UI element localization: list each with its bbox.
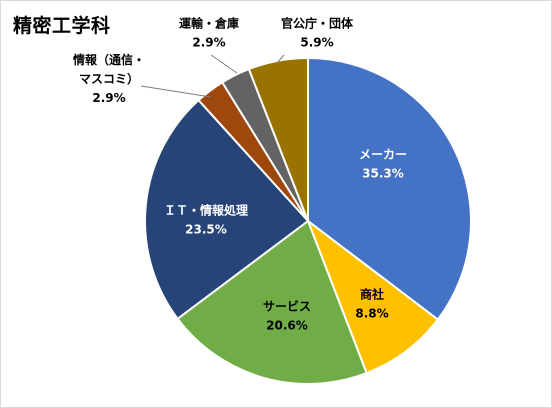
slice-value-label-2: 20.6% (266, 319, 308, 333)
leader-line-6 (276, 54, 285, 64)
leader-line-4 (140, 85, 212, 98)
pie-slice-6 (247, 56, 309, 222)
pie-slices (144, 56, 472, 385)
slice-name-label-4: 情報（通信・ (73, 52, 145, 67)
pie-slice-2 (176, 219, 368, 385)
slice-name-label-3: ＩＴ・情報処理 (164, 203, 248, 218)
slice-name-label-6: 官公庁・団体 (281, 16, 354, 31)
slice-value-label-4: 2.9% (92, 91, 125, 105)
slice-value-label-6: 5.9% (300, 36, 333, 50)
slice-value-label-5: 2.9% (192, 36, 225, 50)
pie-slice-1 (305, 218, 440, 375)
slice-name-label-0: メーカー (359, 148, 407, 162)
pie-slice-0 (307, 56, 472, 321)
slice-name-label-4: マスコミ） (79, 71, 139, 86)
chart-title: 精密工学科 (13, 15, 111, 37)
slice-name-label-5: 運輸・倉庫 (179, 16, 239, 31)
pie-slice-3 (144, 98, 310, 321)
slice-name-label-2: サービス (263, 299, 311, 314)
slice-value-label-3: 23.5% (185, 223, 227, 237)
leader-line-5 (210, 54, 238, 74)
slice-name-label-1: 商社 (360, 287, 384, 302)
slice-value-label-0: 35.3% (362, 167, 404, 181)
slice-value-label-1: 8.8% (355, 307, 388, 321)
